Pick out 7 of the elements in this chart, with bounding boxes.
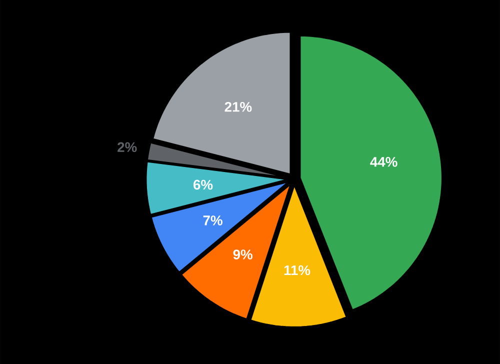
data-label: 7% [203, 216, 222, 226]
data-label: 9% [233, 250, 252, 260]
data-label: 21% [224, 102, 252, 112]
data-label: 11% [284, 265, 310, 276]
data-label: 2% [118, 142, 137, 152]
data-label: 6% [194, 180, 213, 190]
data-label: 44% [370, 157, 398, 167]
